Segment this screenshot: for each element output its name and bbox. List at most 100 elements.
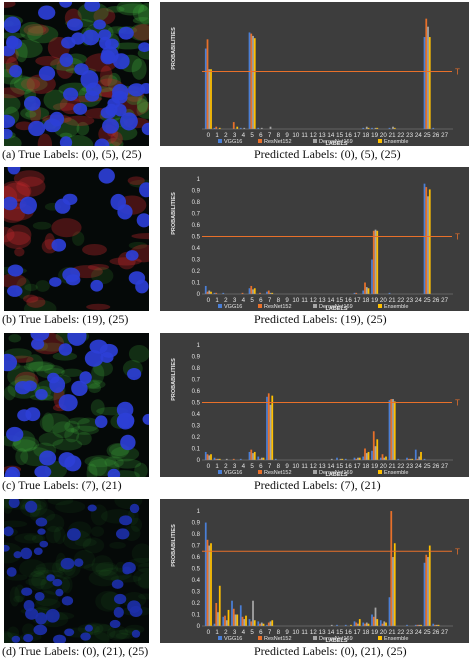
legend-label: DenseNet169 bbox=[319, 139, 353, 145]
bar bbox=[330, 624, 333, 626]
x-tick-label: 17 bbox=[354, 132, 361, 139]
x-tick-label: 16 bbox=[345, 463, 352, 470]
bar bbox=[341, 458, 344, 460]
predicted-labels-caption: Predicted Labels: (19), (25) bbox=[254, 312, 387, 326]
cells-svg bbox=[4, 2, 149, 146]
bar bbox=[383, 457, 386, 460]
x-tick-label: 13 bbox=[319, 629, 326, 636]
bar bbox=[374, 446, 377, 460]
bar bbox=[385, 622, 387, 626]
cytoplasm-blob bbox=[61, 368, 83, 377]
predicted-labels-caption: Predicted Labels: (7), (21) bbox=[254, 478, 381, 492]
cytoplasm-blob bbox=[14, 247, 25, 257]
cytoplasm-blob bbox=[33, 567, 49, 575]
y-axis-label: PROBABILITIES bbox=[171, 27, 177, 70]
cytoplasm-blob bbox=[118, 3, 148, 14]
x-tick-label: 10 bbox=[292, 132, 299, 139]
x-tick-label: 13 bbox=[319, 132, 326, 139]
nucleus bbox=[63, 87, 79, 101]
nucleus bbox=[64, 455, 82, 472]
cytoplasm-blob bbox=[129, 24, 149, 41]
nucleus bbox=[120, 434, 136, 451]
y-tick-label: 0.1 bbox=[192, 447, 201, 453]
bar bbox=[253, 38, 256, 129]
nucleus bbox=[142, 413, 149, 425]
nucleus bbox=[87, 504, 97, 512]
cytoplasm-blob bbox=[39, 413, 71, 434]
y-tick-label: 0 bbox=[197, 458, 201, 464]
bar bbox=[267, 622, 270, 626]
x-tick-label: 27 bbox=[441, 463, 448, 470]
bar bbox=[260, 127, 263, 129]
x-tick-label: 12 bbox=[310, 297, 317, 304]
nucleus bbox=[4, 16, 21, 34]
nucleus bbox=[61, 36, 76, 49]
cytoplasm-blob bbox=[74, 538, 97, 547]
nucleus bbox=[109, 619, 121, 629]
nucleus bbox=[111, 579, 124, 589]
x-tick-label: 7 bbox=[268, 463, 272, 470]
x-tick-label: 11 bbox=[301, 463, 308, 470]
bar bbox=[432, 623, 435, 626]
legend-swatch bbox=[218, 304, 222, 308]
microscopy-image bbox=[4, 333, 149, 477]
y-tick-label: 0.7 bbox=[192, 378, 201, 384]
bar bbox=[218, 585, 221, 626]
cytoplasm-blob bbox=[23, 23, 49, 36]
bar bbox=[423, 562, 426, 626]
true-labels-caption: (a) True Labels: (0), (5), (25) bbox=[2, 147, 142, 161]
y-tick-label: 0.7 bbox=[192, 544, 201, 550]
x-tick-label: 1 bbox=[215, 463, 219, 470]
nucleus bbox=[13, 551, 22, 559]
bar bbox=[225, 458, 228, 460]
bar bbox=[372, 230, 375, 294]
bar bbox=[364, 623, 366, 626]
x-tick-label: 22 bbox=[397, 629, 404, 636]
y-tick-label: 0.9 bbox=[192, 189, 201, 195]
legend-swatch bbox=[313, 304, 317, 308]
bar bbox=[355, 458, 358, 460]
cytoplasm-blob bbox=[136, 101, 149, 119]
true-labels-caption: (b) True Labels: (19), (25) bbox=[2, 312, 129, 326]
cytoplasm-blob bbox=[32, 221, 52, 230]
legend-swatch bbox=[378, 139, 382, 143]
x-tick-label: 1 bbox=[215, 132, 219, 139]
bar bbox=[208, 455, 211, 460]
x-tick-label: 27 bbox=[441, 297, 448, 304]
x-tick-label: 2 bbox=[224, 463, 228, 470]
nucleus bbox=[84, 624, 93, 632]
bar bbox=[362, 290, 365, 294]
x-tick-label: 20 bbox=[380, 297, 387, 304]
bar bbox=[406, 624, 408, 626]
bar bbox=[344, 458, 347, 460]
bar bbox=[414, 449, 417, 460]
legend-swatch bbox=[218, 636, 222, 640]
x-tick-label: 1 bbox=[215, 629, 219, 636]
y-tick-label: 0.3 bbox=[192, 258, 201, 264]
y-tick-label: 0 bbox=[197, 624, 201, 630]
cytoplasm-blob bbox=[45, 525, 61, 544]
x-tick-label: 22 bbox=[397, 132, 404, 139]
x-tick-label: 15 bbox=[336, 132, 343, 139]
bar bbox=[427, 196, 429, 294]
bar bbox=[250, 621, 253, 626]
bar bbox=[416, 458, 419, 460]
cytoplasm-blob bbox=[105, 138, 124, 146]
bar bbox=[374, 607, 377, 626]
cytoplasm-blob bbox=[34, 598, 61, 611]
y-axis-label: PROBABILITIES bbox=[171, 358, 177, 401]
cytoplasm-blob bbox=[44, 513, 65, 533]
threshold-label: T bbox=[455, 68, 460, 77]
x-tick-label: 2 bbox=[224, 132, 228, 139]
bar bbox=[236, 126, 239, 129]
x-tick-label: 19 bbox=[371, 629, 378, 636]
legend-label: VGG16 bbox=[224, 636, 242, 642]
cytoplasm-blob bbox=[29, 508, 56, 523]
cytoplasm-blob bbox=[27, 25, 59, 44]
nucleus bbox=[4, 526, 14, 537]
x-tick-label: 22 bbox=[397, 297, 404, 304]
x-tick-label: 23 bbox=[406, 297, 413, 304]
bar bbox=[428, 545, 431, 626]
x-tick-label: 9 bbox=[285, 132, 289, 139]
